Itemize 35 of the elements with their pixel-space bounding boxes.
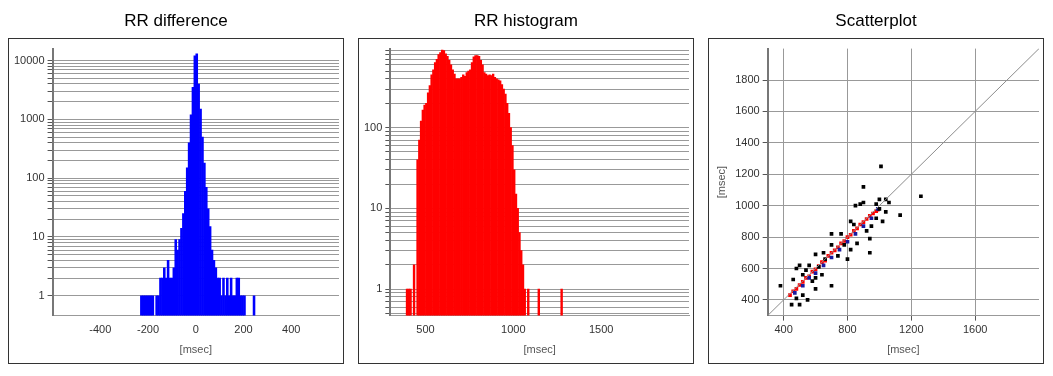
y-tick-label: 1 — [38, 288, 45, 301]
x-axis-title: [msec] — [887, 343, 920, 356]
y-tick-label: 1 — [376, 282, 383, 295]
x-tick-label: -200 — [137, 323, 160, 336]
x-tick-label: 500 — [416, 323, 435, 336]
y-tick-label: 1400 — [735, 135, 760, 148]
x-tick-label: -400 — [89, 323, 112, 336]
y-tick-label: 1600 — [735, 104, 760, 117]
x-tick-label: 1000 — [501, 323, 526, 336]
y-axis-title: [msec] — [714, 165, 727, 199]
x-axis-title: [msec] — [523, 343, 556, 356]
chart-title: RR difference — [123, 10, 229, 32]
x-tick-label: 1500 — [588, 323, 614, 336]
y-tick-label: 1000 — [20, 112, 45, 125]
x-tick-label: 400 — [774, 323, 793, 336]
y-tick-label: 800 — [741, 230, 760, 243]
y-tick-label: 1800 — [735, 73, 760, 86]
y-tick-label: 1200 — [735, 167, 760, 180]
x-tick-label: 800 — [838, 323, 857, 336]
y-tick-label: 400 — [741, 292, 760, 305]
x-tick-label: 1200 — [899, 323, 924, 336]
x-tick-label: 1600 — [962, 323, 988, 336]
y-tick-label: 10 — [32, 230, 45, 243]
y-tick-label: 10 — [370, 201, 383, 214]
x-axis-title: [msec] — [179, 343, 212, 356]
y-tick-label: 10000 — [13, 53, 45, 66]
chart-title: Scatterplot — [834, 10, 918, 32]
x-tick-label: 400 — [282, 323, 301, 336]
x-tick-label: 0 — [192, 323, 199, 336]
y-tick-label: 600 — [741, 261, 760, 274]
chart-title: RR histogram — [473, 10, 579, 32]
y-tick-label: 100 — [26, 171, 45, 184]
y-tick-label: 1000 — [735, 198, 760, 211]
y-tick-label: 100 — [363, 120, 383, 133]
x-tick-label: 200 — [234, 323, 253, 336]
